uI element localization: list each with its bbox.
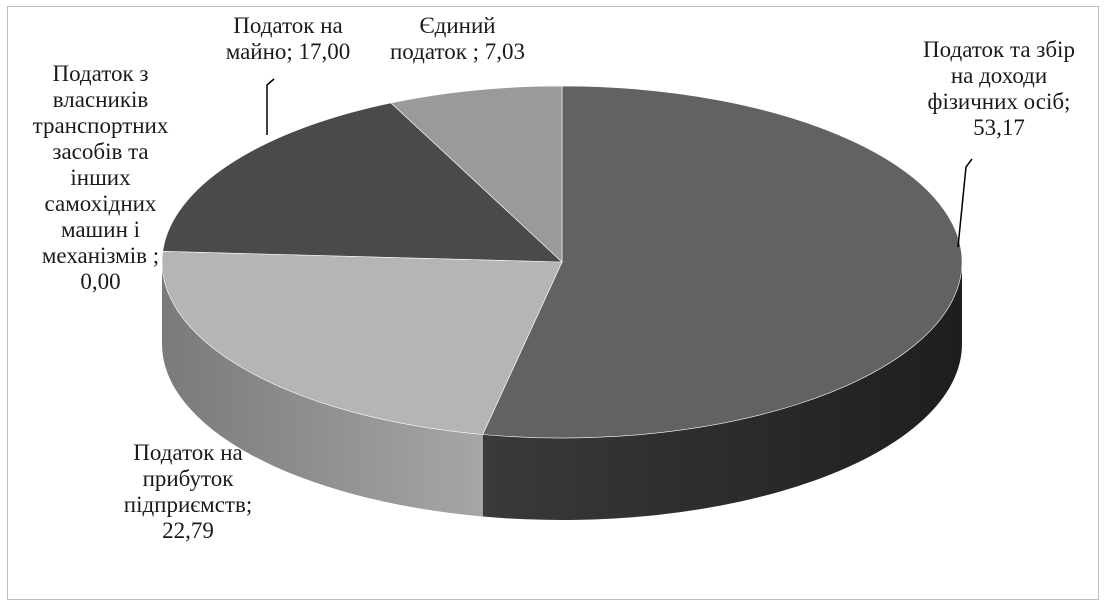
pie-side-pdfo	[482, 262, 962, 520]
pie-slice-single-tax	[390, 85, 563, 263]
pie-slice-pdfo	[482, 85, 963, 439]
pie-slice-profit-tax	[161, 250, 563, 435]
leader-line-pdfo	[957, 158, 973, 248]
leader-line-property-tax	[266, 78, 275, 135]
pie-slice-property-tax	[162, 102, 563, 263]
chart-area: Податок та збір на доходи фізичних осіб;…	[7, 6, 1099, 600]
pie-chart	[161, 78, 973, 520]
pie-side-profit-tax	[162, 262, 483, 517]
slice-label-transport-tax: Податок з власників транспортних засобів…	[32, 61, 169, 294]
slice-label-single-tax: Єдиний податок ; 7,03	[389, 13, 526, 64]
slice-label-property-tax: Податок на майно; 17,00	[225, 13, 351, 64]
slice-label-pdfo: Податок та збір на доходи фізичних осіб;…	[923, 37, 1075, 140]
slice-label-profit-tax: Податок на прибуток підприємств; 22,79	[123, 440, 253, 543]
